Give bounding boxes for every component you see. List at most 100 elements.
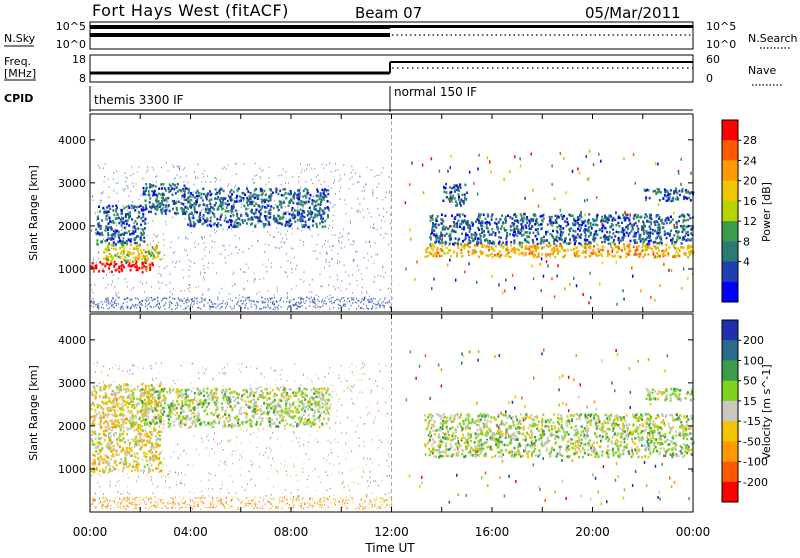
power-noise-cell (352, 299, 353, 301)
power-noise-cell (122, 227, 123, 229)
velocity-noise-cell (308, 441, 309, 443)
power-echo-cell (297, 214, 299, 217)
power-echo-cell (302, 215, 304, 218)
velocity-noise-cell (280, 468, 281, 470)
power-echo-cell (641, 238, 643, 241)
power-echo-cell (207, 208, 209, 211)
velocity-noise-cell (364, 423, 365, 425)
power-noise-cell (328, 285, 329, 287)
power-echo-cell (577, 219, 579, 222)
power-noise-cell (255, 163, 256, 165)
power-echo-cell (499, 250, 501, 253)
power-noise-cell (349, 283, 350, 285)
power-noise-cell (195, 246, 196, 248)
power-noise-cell (376, 174, 377, 176)
power-noise-cell (204, 255, 205, 257)
power-echo-cell (670, 216, 672, 219)
power-echo-cell (302, 226, 304, 229)
power-echo-cell (268, 217, 270, 220)
nsky-band-left-lower (90, 33, 390, 37)
velocity-noise-cell (315, 439, 316, 441)
power-noise-cell (331, 249, 332, 251)
velocity-noise-cell (245, 489, 246, 491)
power-echo-cell (588, 235, 590, 238)
power-noise-cell (327, 296, 328, 298)
power-noise-cell (333, 206, 334, 208)
nsky-tick-high-left: 10^5 (56, 20, 86, 33)
power-noise-cell (371, 256, 372, 258)
power-echo-cell (128, 230, 130, 233)
power-noise-cell (299, 306, 300, 308)
power-noise-cell (161, 300, 162, 302)
power-noise-cell (359, 181, 360, 183)
power-echo-cell (474, 251, 476, 254)
power-echo-cell (453, 225, 455, 228)
power-echo-cell (321, 217, 323, 220)
power-noise-cell (287, 198, 288, 200)
power-noise-cell (329, 301, 330, 303)
power-noise-cell (135, 305, 136, 307)
power-noise-cell (137, 171, 138, 173)
power-echo-cell (459, 213, 461, 216)
power-echo-cell (666, 244, 668, 247)
power-noise-cell (209, 252, 210, 254)
velocity-noise-cell (329, 427, 330, 429)
power-noise-cell (312, 279, 313, 281)
power-echo-cell (230, 196, 232, 199)
power-noise-cell (156, 181, 157, 183)
power-echo-cell (198, 195, 200, 198)
power-echo-cell (473, 238, 475, 241)
power-noise-cell (363, 303, 364, 305)
power-echo-cell (194, 207, 196, 210)
power-echo-cell (550, 244, 552, 247)
velocity-noise-cell (175, 472, 176, 474)
power-echo-cell (683, 215, 685, 218)
power-noise-cell (146, 297, 147, 299)
power-noise-cell (332, 227, 333, 229)
velocity-noise-cell (161, 476, 162, 478)
power-echo-cell (481, 225, 483, 228)
power-noise-cell (362, 279, 363, 281)
power-noise-cell (294, 257, 295, 259)
power-noise-cell (354, 241, 355, 243)
power-echo-cell (205, 210, 207, 213)
velocity-noise-cell (364, 477, 365, 479)
velocity-noise-cell (377, 435, 378, 437)
power-noise-cell (389, 176, 390, 178)
velocity-noise-cell (391, 500, 392, 502)
power-noise-cell (133, 173, 134, 175)
velocity-noise-cell (119, 368, 120, 370)
velocity-noise-cell (154, 414, 155, 416)
power-noise-cell (97, 211, 98, 213)
power-noise-cell (108, 300, 109, 302)
power-echo-cell (588, 230, 590, 233)
power-echo-cell (643, 239, 645, 242)
velocity-noise-cell (389, 475, 390, 477)
power-noise-cell (225, 257, 226, 259)
power-noise-cell (260, 168, 261, 170)
power-noise-cell (275, 247, 276, 249)
velocity-noise-cell (357, 425, 358, 427)
power-echo-cell (679, 194, 681, 197)
power-noise-cell (377, 186, 378, 188)
power-echo-cell (110, 256, 112, 259)
power-noise-cell (166, 285, 167, 287)
power-noise-cell (650, 296, 652, 299)
power-noise-cell (228, 255, 229, 257)
power-noise-cell (384, 307, 385, 309)
power-echo-cell (611, 236, 613, 239)
power-noise-cell (126, 226, 127, 228)
power-noise-cell (185, 238, 186, 240)
power-noise-cell (163, 233, 164, 235)
power-echo-cell (324, 207, 326, 210)
power-noise-cell (225, 215, 226, 217)
power-noise-cell (356, 308, 357, 310)
velocity-noise-cell (266, 417, 267, 419)
power-echo-cell (113, 248, 115, 251)
power-echo-cell (273, 215, 275, 218)
power-noise-cell (509, 170, 511, 173)
power-noise-cell (177, 174, 178, 176)
velocity-noise-cell (242, 363, 243, 365)
power-noise-cell (108, 298, 109, 300)
power-noise-cell (335, 163, 336, 165)
